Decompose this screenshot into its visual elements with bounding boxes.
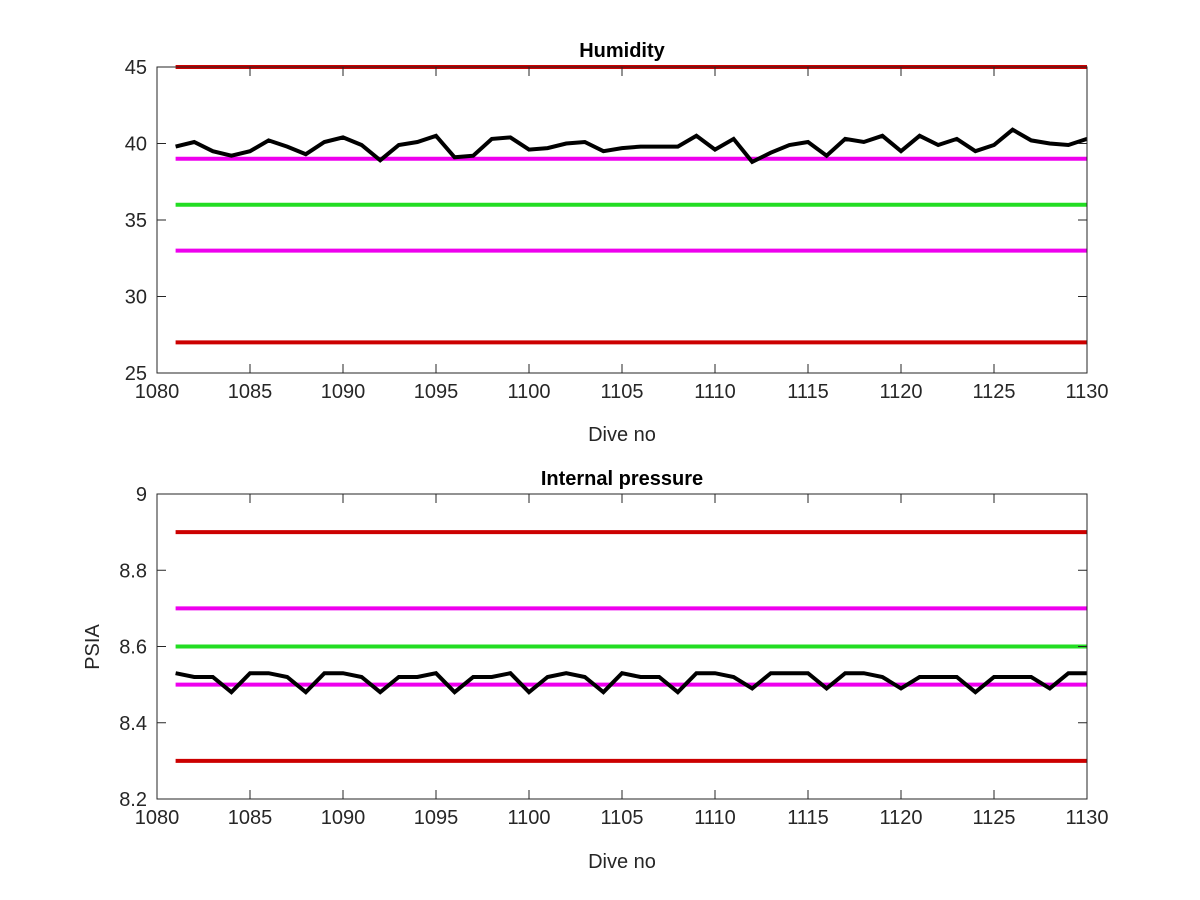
pressure-x-tick-label: 1130 (1065, 807, 1108, 829)
humidity-x-tick-label: 1120 (879, 381, 922, 403)
pressure-x-tick-label: 1080 (135, 807, 180, 829)
humidity-x-tick-label: 1115 (787, 381, 829, 403)
pressure-x-tick-label: 1120 (879, 807, 922, 829)
humidity-y-tick-label: 40 (125, 134, 147, 156)
pressure-x-tick-label: 1125 (972, 807, 1015, 829)
humidity-y-tick-label: 35 (125, 210, 147, 232)
humidity-x-tick-label: 1090 (321, 381, 366, 403)
pressure-y-tick-label: 8.8 (119, 560, 147, 582)
pressure-x-tick-label: 1090 (321, 807, 366, 829)
humidity-x-axis-label: Dive no (588, 424, 656, 446)
pressure-y-tick-label: 8.6 (119, 637, 147, 659)
pressure-x-tick-label: 1105 (600, 807, 643, 829)
pressure-x-tick-label: 1110 (694, 807, 736, 829)
humidity-x-tick-label: 1080 (135, 381, 180, 403)
humidity-title: Humidity (579, 40, 665, 62)
pressure-data-line-0 (175, 671, 1087, 695)
humidity-x-tick-label: 1085 (228, 381, 273, 403)
pressure-y-axis-label: PSIA (82, 624, 104, 670)
humidity-x-tick-label: 1110 (694, 381, 736, 403)
internal-pressure-plot: 1080 1085 1090 1095 1100 1105 1110 1115 1120 1125… (82, 468, 1109, 873)
humidity-x-tick-label: 1095 (414, 381, 459, 403)
pressure-y-tick-label: 8.2 (119, 789, 147, 811)
pressure-x-tick-label: 1085 (228, 807, 273, 829)
pressure-title: Internal pressure (541, 468, 703, 490)
humidity-data-line-0 (175, 127, 1088, 165)
humidity-plot: 1080 1085 1090 1095 1100 1105 1110 1115 1120 1125… (125, 40, 1109, 446)
humidity-y-tick-label: 45 (125, 57, 147, 79)
humidity-x-tick-label: 1100 (507, 381, 550, 403)
pressure-y-tick-label: 9 (136, 484, 147, 506)
humidity-x-tick-label: 1125 (972, 381, 1015, 403)
pressure-x-tick-label: 1095 (414, 807, 459, 829)
humidity-x-tick-label: 1105 (600, 381, 643, 403)
pressure-x-tick-label: 1115 (787, 807, 829, 829)
pressure-x-axis-label: Dive no (588, 851, 656, 873)
pressure-y-tick-label: 8.4 (119, 713, 147, 735)
humidity-y-tick-label: 30 (125, 287, 147, 309)
pressure-x-tick-label: 1100 (507, 807, 550, 829)
humidity-x-tick-label: 1130 (1065, 381, 1108, 403)
humidity-y-tick-label: 25 (125, 363, 147, 385)
